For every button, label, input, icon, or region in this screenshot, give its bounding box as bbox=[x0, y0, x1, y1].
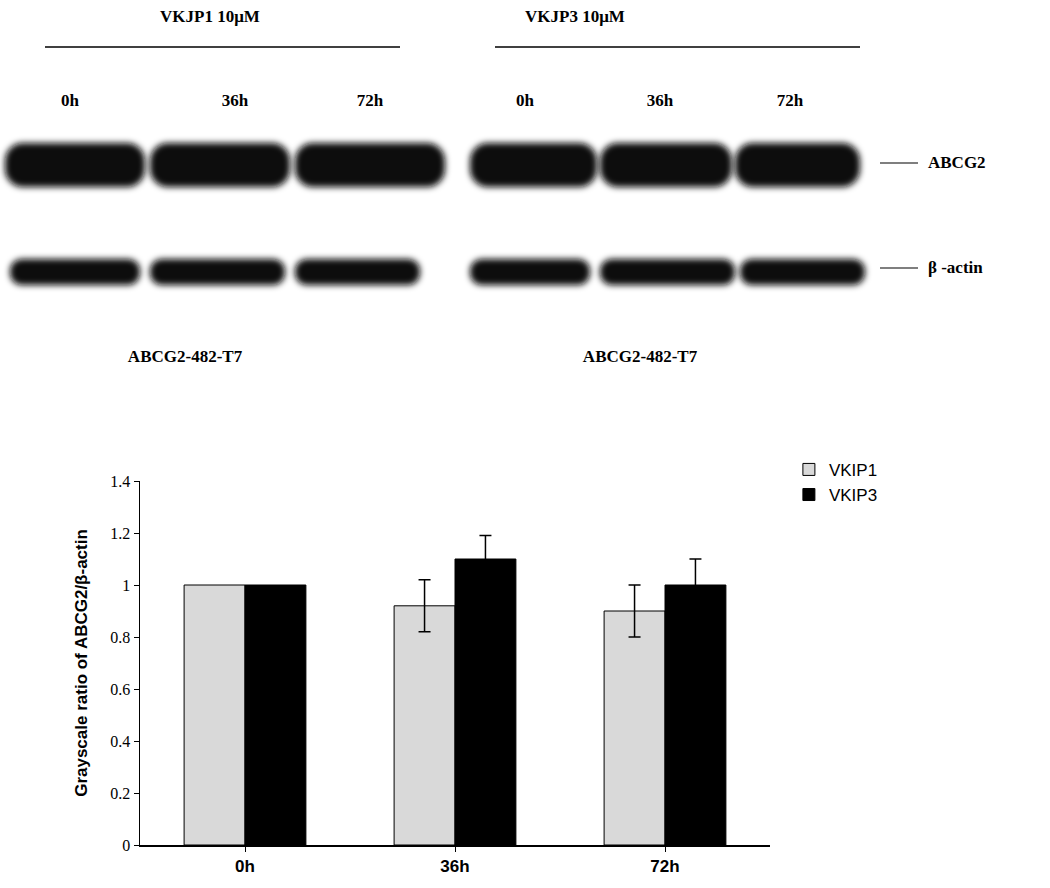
svg-text:72h: 72h bbox=[650, 857, 679, 876]
svg-text:VKIP1: VKIP1 bbox=[829, 461, 877, 480]
svg-text:0.8: 0.8 bbox=[110, 629, 130, 646]
svg-text:Grayscale ratio of ABCG2/β-act: Grayscale ratio of ABCG2/β-actin bbox=[72, 529, 91, 797]
svg-text:0h: 0h bbox=[516, 91, 535, 110]
svg-text:β -actin: β -actin bbox=[928, 258, 983, 277]
svg-text:0h: 0h bbox=[61, 91, 80, 110]
svg-text:36h: 36h bbox=[647, 91, 674, 110]
svg-text:ABCG2-482-T7: ABCG2-482-T7 bbox=[583, 347, 698, 366]
svg-text:0.2: 0.2 bbox=[110, 785, 130, 802]
svg-text:ABCG2-482-T7: ABCG2-482-T7 bbox=[128, 347, 243, 366]
svg-text:0h: 0h bbox=[235, 857, 255, 876]
svg-text:1.4: 1.4 bbox=[110, 473, 130, 490]
svg-text:VKIP3: VKIP3 bbox=[829, 486, 877, 505]
svg-text:72h: 72h bbox=[777, 91, 804, 110]
svg-text:1: 1 bbox=[122, 577, 130, 594]
svg-text:72h: 72h bbox=[357, 91, 384, 110]
svg-text:36h: 36h bbox=[440, 857, 469, 876]
svg-text:0.4: 0.4 bbox=[110, 733, 130, 750]
svg-text:0: 0 bbox=[122, 837, 130, 854]
svg-text:VKJP3 10μM: VKJP3 10μM bbox=[525, 7, 625, 26]
svg-text:VKJP1 10μM: VKJP1 10μM bbox=[160, 7, 260, 26]
svg-text:0.6: 0.6 bbox=[110, 681, 130, 698]
svg-text:36h: 36h bbox=[222, 91, 249, 110]
svg-text:ABCG2: ABCG2 bbox=[928, 153, 986, 172]
svg-text:1.2: 1.2 bbox=[110, 525, 130, 542]
